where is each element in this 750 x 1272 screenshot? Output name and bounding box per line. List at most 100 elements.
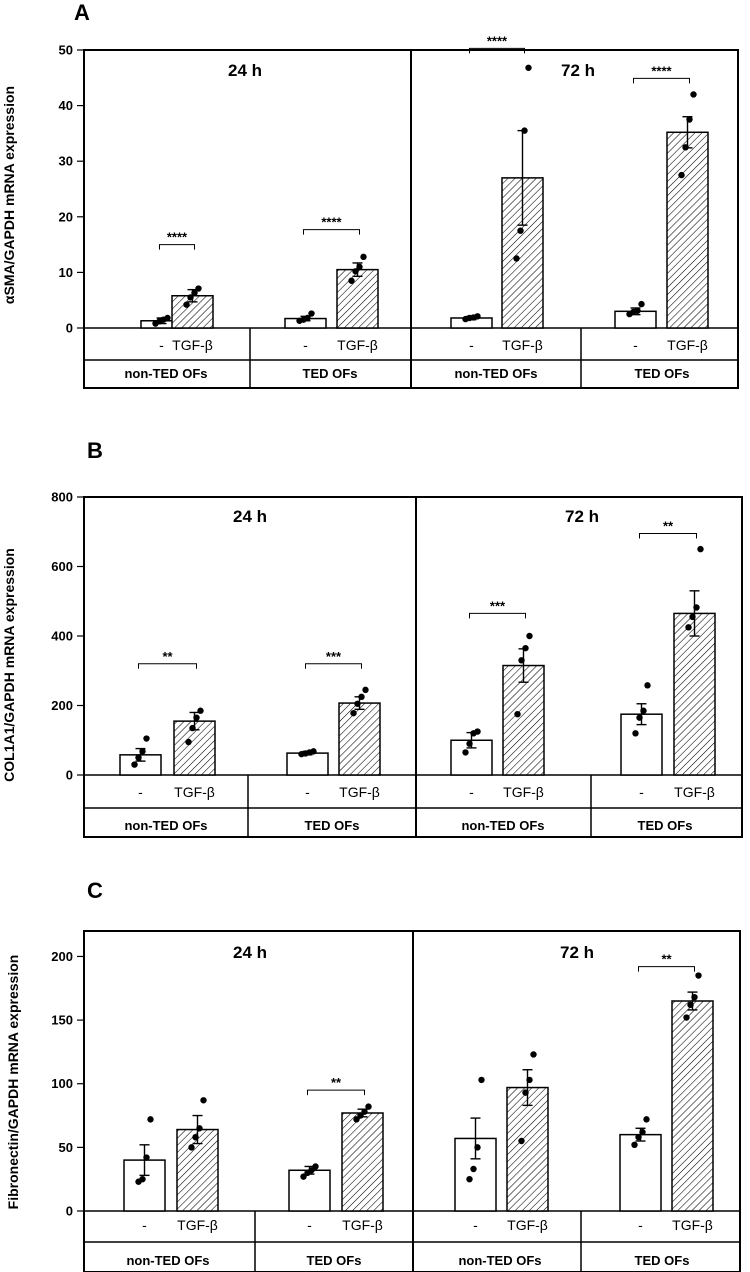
data-point-b-7 bbox=[636, 714, 643, 721]
y-axis-label-a: αSMA/GAPDH mRNA expression bbox=[1, 86, 17, 304]
data-point-a-7 bbox=[638, 300, 645, 308]
time-label-24h-c: 24 h bbox=[233, 943, 267, 962]
data-point-c-1 bbox=[147, 1116, 154, 1123]
category-label-c-2: TGF-β bbox=[177, 1217, 218, 1233]
significance-label-a-4: **** bbox=[651, 63, 672, 78]
data-point-c-5 bbox=[470, 1165, 477, 1173]
significance-label-c-2: ** bbox=[661, 952, 672, 967]
significance-bracket-a-4 bbox=[633, 77, 690, 84]
y-tick-label-c: 50 bbox=[59, 1140, 73, 1155]
data-point-b-5 bbox=[466, 740, 473, 747]
data-point-c-7 bbox=[635, 1133, 642, 1141]
data-point-b-2 bbox=[185, 738, 192, 746]
y-tick-label-a: 10 bbox=[59, 265, 73, 280]
y-tick-label-b: 200 bbox=[51, 698, 73, 713]
data-point-c-8 bbox=[691, 993, 698, 1001]
data-point-c-3 bbox=[308, 1167, 315, 1174]
significance-label-a-2: **** bbox=[321, 215, 342, 230]
category-label-c-3: - bbox=[307, 1217, 312, 1233]
y-tick-label-b: 600 bbox=[51, 559, 73, 574]
time-label-72h-c: 72 h bbox=[560, 943, 594, 962]
data-point-b-7 bbox=[640, 707, 647, 714]
bar-a-6 bbox=[501, 177, 544, 329]
data-point-a-4 bbox=[348, 277, 355, 284]
data-point-b-6 bbox=[518, 657, 525, 664]
category-label-a-5: - bbox=[469, 337, 474, 353]
data-point-a-3 bbox=[308, 310, 315, 317]
significance-bracket-b-2 bbox=[305, 663, 362, 669]
data-point-c-4 bbox=[365, 1103, 372, 1110]
data-point-c-6 bbox=[526, 1076, 533, 1084]
significance-bracket-c-2 bbox=[638, 966, 695, 972]
category-label-b-8: TGF-β bbox=[674, 784, 715, 800]
data-point-b-7 bbox=[632, 730, 639, 737]
plot-frame-b bbox=[83, 496, 743, 838]
y-axis-label-c: Fibronectin/GAPDH mRNA expression bbox=[5, 955, 21, 1210]
data-point-b-5 bbox=[462, 749, 469, 756]
significance-bracket-a-1 bbox=[159, 244, 195, 250]
bar-a-8 bbox=[666, 131, 709, 329]
y-tick-label-a: 40 bbox=[59, 98, 73, 113]
category-label-a-6: TGF-β bbox=[502, 337, 543, 353]
data-point-a-3 bbox=[304, 314, 311, 322]
category-label-b-2: TGF-β bbox=[174, 784, 215, 800]
category-label-a-8: TGF-β bbox=[667, 337, 708, 353]
data-point-b-4 bbox=[350, 709, 357, 717]
bar-c-3 bbox=[288, 1169, 331, 1212]
y-tick-label-b: 0 bbox=[66, 768, 73, 783]
data-point-a-6 bbox=[521, 127, 528, 134]
significance-label-b-3: *** bbox=[490, 598, 506, 613]
group-label-c-2: TED OFs bbox=[307, 1253, 362, 1268]
data-point-a-4 bbox=[360, 253, 367, 261]
time-label-72h-a: 72 h bbox=[561, 61, 595, 80]
data-point-a-4 bbox=[352, 268, 359, 275]
data-point-a-4 bbox=[356, 263, 363, 271]
panel-b: B COL1A1/GAPDH mRNA expression 24 h 72 h… bbox=[1, 438, 743, 838]
data-point-b-6 bbox=[522, 644, 529, 652]
data-point-b-1 bbox=[139, 748, 146, 755]
data-point-a-2 bbox=[195, 285, 202, 292]
data-point-c-8 bbox=[687, 1001, 694, 1009]
category-label-a-1: - bbox=[159, 337, 164, 353]
category-label-b-4: TGF-β bbox=[339, 784, 380, 800]
plot-area-c: 0 50 100 150 200 - TGF-β - TGF-β - TGF-β - TGF-β ** ** bbox=[51, 930, 741, 1272]
y-tick-label-a: 20 bbox=[59, 209, 73, 224]
data-point-c-2 bbox=[188, 1144, 195, 1151]
data-point-b-5 bbox=[474, 728, 481, 735]
data-point-a-2 bbox=[191, 289, 198, 297]
data-point-b-2 bbox=[197, 707, 204, 714]
data-point-c-4 bbox=[353, 1116, 360, 1123]
data-point-c-8 bbox=[695, 972, 702, 979]
category-label-a-2: TGF-β bbox=[172, 337, 213, 353]
y-tick-label-c: 150 bbox=[51, 1013, 73, 1028]
significance-label-b-4: ** bbox=[663, 518, 674, 533]
data-point-c-3 bbox=[300, 1173, 307, 1180]
group-label-b-4: TED OFs bbox=[638, 818, 693, 833]
data-point-c-1 bbox=[143, 1154, 150, 1161]
group-label-b-1: non-TED OFs bbox=[124, 818, 207, 833]
bar-b-6 bbox=[502, 664, 545, 776]
panel-letter-a: A bbox=[74, 0, 90, 25]
data-point-b-8 bbox=[693, 604, 700, 611]
data-point-b-4 bbox=[358, 693, 365, 701]
y-tick-label-c: 100 bbox=[51, 1076, 73, 1091]
bar-c-4 bbox=[341, 1112, 384, 1212]
data-point-c-5 bbox=[474, 1144, 481, 1151]
data-point-b-6 bbox=[526, 632, 533, 640]
category-label-b-7: - bbox=[639, 784, 644, 800]
data-point-a-2 bbox=[183, 301, 190, 308]
category-label-a-4: TGF-β bbox=[337, 337, 378, 353]
panel-letter-c: C bbox=[87, 878, 103, 903]
data-point-c-6 bbox=[522, 1089, 529, 1096]
data-point-a-6 bbox=[525, 64, 532, 71]
data-point-b-7 bbox=[644, 682, 651, 689]
bar-c-6 bbox=[506, 1086, 549, 1212]
category-label-c-5: - bbox=[473, 1217, 478, 1233]
data-point-b-6 bbox=[514, 710, 521, 718]
y-tick-label-b: 400 bbox=[51, 629, 73, 644]
group-label-a-4: TED OFs bbox=[635, 366, 690, 381]
significance-label-b-1: ** bbox=[162, 649, 173, 664]
significance-label-a-3: **** bbox=[487, 33, 508, 48]
